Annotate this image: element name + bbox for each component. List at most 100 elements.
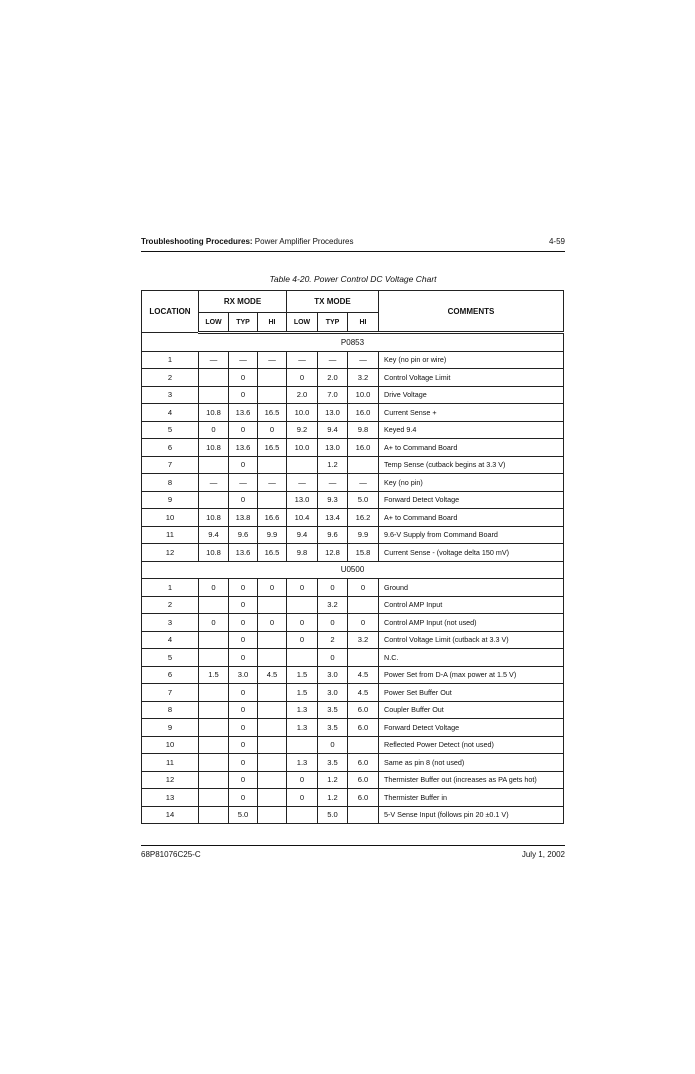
tx-hi-cell: 16.2 — [347, 508, 379, 527]
rx-low-header: LOW — [198, 312, 229, 334]
rx-hi-cell — [257, 805, 287, 824]
rx-typ-cell: 3.0 — [228, 665, 258, 684]
location-cell: 10 — [141, 735, 199, 754]
rx-typ-cell: 0 — [228, 770, 258, 789]
location-cell: 5 — [141, 420, 199, 439]
location-cell: 9 — [141, 718, 199, 737]
location-cell: 2 — [141, 595, 199, 614]
tx-typ-cell: 1.2 — [317, 455, 348, 474]
location-cell: 8 — [141, 473, 199, 492]
table-row: 8 0 1.3 3.5 6.0 Coupler Buffer Out — [141, 700, 564, 719]
tx-hi-cell: 4.5 — [347, 683, 379, 702]
rx-low-cell — [198, 735, 229, 754]
rx-typ-cell: 13.8 — [228, 508, 258, 527]
tx-hi-cell: 6.0 — [347, 700, 379, 719]
tx-hi-cell: 15.8 — [347, 543, 379, 562]
tx-typ-cell: 3.0 — [317, 683, 348, 702]
rx-typ-cell: 13.6 — [228, 438, 258, 457]
tx-low-cell: 0 — [286, 613, 318, 632]
tx-typ-cell: 3.5 — [317, 718, 348, 737]
tx-typ-cell: 3.2 — [317, 595, 348, 614]
rx-typ-cell: 0 — [228, 630, 258, 649]
tx-hi-cell: 5.0 — [347, 490, 379, 509]
rx-typ-cell: 0 — [228, 648, 258, 667]
table-row: 14 5.0 5.0 5-V Sense Input (follows pin 20 … — [141, 805, 564, 824]
tx-hi-cell: 9.9 — [347, 525, 379, 544]
rx-hi-cell: 0 — [257, 420, 287, 439]
location-cell: 6 — [141, 665, 199, 684]
tx-typ-cell: 9.4 — [317, 420, 348, 439]
tx-typ-cell: 3.5 — [317, 753, 348, 772]
comment-cell: A+ to Command Board — [378, 508, 564, 527]
rx-typ-cell: 0 — [228, 490, 258, 509]
rx-low-cell — [198, 718, 229, 737]
comment-cell: Reflected Power Detect (not used) — [378, 735, 564, 754]
rx-hi-cell — [257, 368, 287, 387]
page-number: 4-59 — [548, 237, 565, 246]
rx-low-cell — [198, 700, 229, 719]
tx-mode-header: TX MODE — [286, 290, 379, 313]
rx-hi-cell: — — [257, 350, 287, 369]
tx-hi-cell: 16.0 — [347, 438, 379, 457]
rx-mode-header: RX MODE — [198, 290, 287, 313]
rx-typ-cell: 13.6 — [228, 403, 258, 422]
comment-cell: Power Set from D-A (max power at 1.5 V) — [378, 665, 564, 684]
rx-low-cell — [198, 648, 229, 667]
table-row: 12 10.8 13.6 16.5 9.8 12.8 15.8 Current Sense -… — [141, 543, 564, 562]
comment-cell: Control Voltage Limit — [378, 368, 564, 387]
tx-hi-cell — [347, 595, 379, 614]
tx-hi-header: HI — [347, 312, 379, 334]
rx-low-cell: 0 — [198, 420, 229, 439]
table-row: 4 0 0 2 3.2 Control Voltage Limit (cutback at… — [141, 630, 564, 649]
tx-typ-cell: 13.0 — [317, 403, 348, 422]
table-row: 9 0 13.0 9.3 5.0 Forward Detect Voltage — [141, 490, 564, 509]
comment-cell: Current Sense - (voltage delta 150 mV) — [378, 543, 564, 562]
location-cell: 14 — [141, 805, 199, 824]
tx-hi-cell: — — [347, 473, 379, 492]
tx-typ-cell: 3.5 — [317, 700, 348, 719]
comment-cell: 5-V Sense Input (follows pin 20 ±0.1 V) — [378, 805, 564, 824]
tx-low-cell: 10.0 — [286, 403, 318, 422]
rx-low-cell: — — [198, 473, 229, 492]
tx-low-cell: — — [286, 473, 318, 492]
rx-low-cell — [198, 385, 229, 404]
tx-hi-cell: 3.2 — [347, 368, 379, 387]
tx-low-cell — [286, 595, 318, 614]
tx-low-cell: 1.3 — [286, 700, 318, 719]
tx-low-cell — [286, 735, 318, 754]
tx-typ-cell: 0 — [317, 648, 348, 667]
tx-typ-cell: — — [317, 350, 348, 369]
table-row: 9 0 1.3 3.5 6.0 Forward Detect Voltage — [141, 718, 564, 737]
tx-low-cell: 1.3 — [286, 718, 318, 737]
tx-low-cell: 9.2 — [286, 420, 318, 439]
rx-low-cell: 10.8 — [198, 543, 229, 562]
location-cell: 11 — [141, 525, 199, 544]
rx-low-cell — [198, 455, 229, 474]
tx-typ-cell: 1.2 — [317, 788, 348, 807]
rx-typ-cell: 0 — [228, 385, 258, 404]
tx-typ-cell: 2.0 — [317, 368, 348, 387]
table-row: 7 0 1.2 Temp Sense (cutback begins at 3.3 V… — [141, 455, 564, 474]
location-cell: 12 — [141, 543, 199, 562]
location-cell: 3 — [141, 613, 199, 632]
tx-hi-cell: 0 — [347, 578, 379, 597]
rx-hi-cell: 16.5 — [257, 543, 287, 562]
table-row: 8— — — — — — Key (no pin) — [141, 473, 564, 492]
rx-typ-cell: — — [228, 473, 258, 492]
table-row: 10 0 0 Reflected Power Detect (not used) — [141, 735, 564, 754]
table-row: 4 10.8 13.6 16.5 10.0 13.0 16.0 Current Sense + — [141, 403, 564, 422]
comment-cell: Thermister Buffer in — [378, 788, 564, 807]
tx-low-header: LOW — [286, 312, 318, 334]
tx-low-cell: — — [286, 350, 318, 369]
location-cell: 10 — [141, 508, 199, 527]
table-row: 11 9.4 9.6 9.9 9.4 9.6 9.9 9.6-V Supply from Co… — [141, 525, 564, 544]
table-row: 10 10.8 13.8 16.6 10.4 13.4 16.2 A+ to Command … — [141, 508, 564, 527]
table-row: 6 1.5 3.0 4.5 1.5 3.0 4.5 Power Set from D-A (m… — [141, 665, 564, 684]
table-row: 11 0 1.3 3.5 6.0 Same as pin 8 (not used) — [141, 753, 564, 772]
tx-low-cell: 9.4 — [286, 525, 318, 544]
table-row: 2 0 0 2.0 3.2 Control Voltage Limit — [141, 368, 564, 387]
rx-typ-cell: 0 — [228, 578, 258, 597]
location-cell: 4 — [141, 630, 199, 649]
tx-typ-header: TYP — [317, 312, 348, 334]
location-cell: 3 — [141, 385, 199, 404]
